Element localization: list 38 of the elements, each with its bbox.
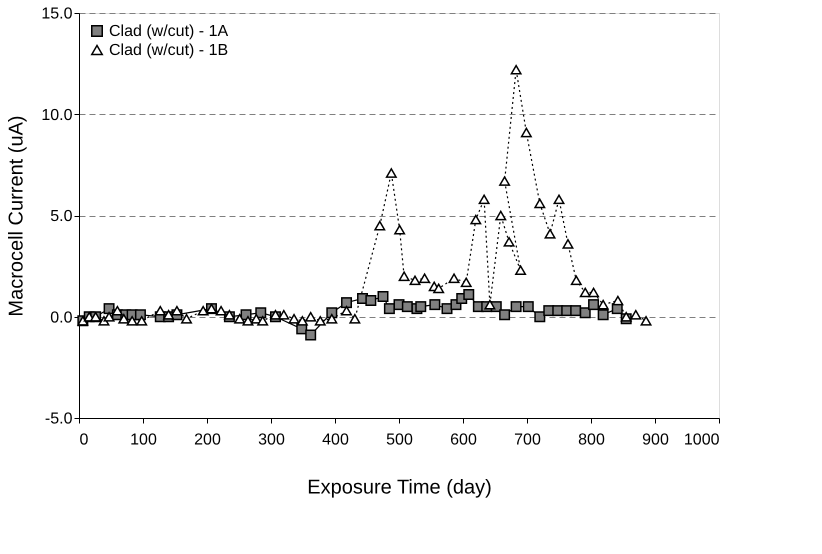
- y-tick-label: 15.0: [41, 6, 73, 22]
- point: [341, 297, 352, 308]
- point: [598, 309, 609, 320]
- point: [305, 329, 316, 340]
- x-tick-label: 900: [642, 432, 669, 448]
- y-tick-label: 0.0: [50, 309, 73, 326]
- point: [415, 301, 426, 312]
- point: [499, 309, 510, 320]
- point: [534, 311, 546, 322]
- x-tick-label: 600: [450, 432, 477, 448]
- x-tick-label: 200: [194, 432, 221, 448]
- point: [522, 301, 534, 312]
- x-axis-title: Exposure Time (day): [307, 476, 492, 498]
- point: [510, 301, 522, 312]
- point: [442, 303, 452, 314]
- point: [402, 301, 413, 312]
- point: [570, 305, 582, 316]
- point: [588, 299, 600, 310]
- point: [429, 299, 440, 310]
- y-axis-title: Macrocell Current (uA): [5, 115, 28, 317]
- x-tick-label: 100: [130, 432, 157, 448]
- x-tick-label: 800: [578, 432, 605, 448]
- x-tick-label: 400: [322, 432, 349, 448]
- legend-label: Clad (w/cut) - 1A: [109, 23, 228, 40]
- x-tick-label: 1000: [684, 432, 720, 448]
- y-tick-label: 10.0: [41, 106, 73, 124]
- x-tick-label: 700: [514, 432, 541, 448]
- point: [384, 303, 395, 314]
- y-tick-label: -5.0: [44, 410, 73, 428]
- point: [378, 291, 388, 302]
- point: [463, 288, 474, 300]
- x-tick-label: 0: [80, 432, 88, 448]
- y-tick-label: 5.0: [50, 208, 73, 225]
- point: [580, 307, 591, 318]
- point: [365, 295, 376, 306]
- legend-label: Clad (w/cut) - 1B: [109, 42, 228, 59]
- x-tick-label: 500: [386, 432, 413, 448]
- x-tick-label: 300: [258, 432, 285, 448]
